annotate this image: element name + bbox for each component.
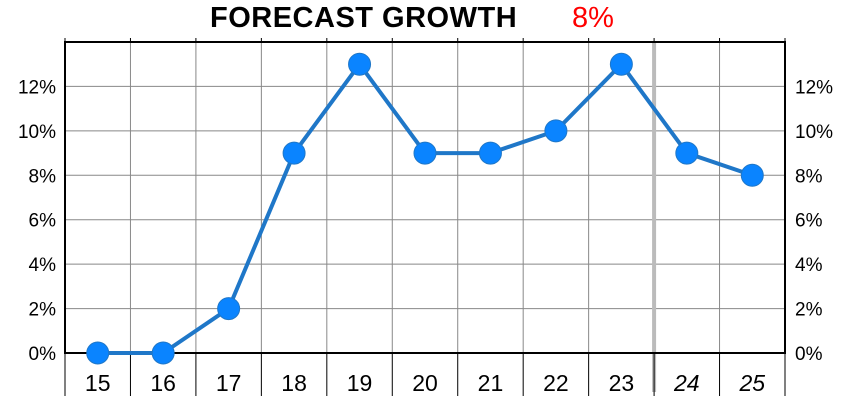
data-point — [413, 141, 437, 165]
x-tick-label: 19 — [347, 370, 373, 396]
chart-header: FORECAST GROWTH 8% — [0, 0, 848, 36]
y-tick-label-left: 6% — [29, 211, 57, 232]
x-tick-label: 24 — [673, 370, 700, 396]
data-point — [217, 297, 241, 321]
y-tick-label-left: 10% — [18, 122, 56, 143]
y-tick-label-right: 0% — [795, 344, 823, 365]
y-tick-label-right: 10% — [795, 122, 833, 143]
x-tick-label: 16 — [150, 370, 176, 396]
data-point — [282, 141, 306, 165]
data-point — [675, 141, 699, 165]
x-tick-label: 21 — [478, 370, 504, 396]
chart-title: FORECAST GROWTH — [210, 2, 518, 34]
chart-title-value: 8% — [572, 2, 614, 34]
x-tick-label: 25 — [738, 370, 765, 396]
x-tick-label: 18 — [281, 370, 307, 396]
y-tick-label-left: 2% — [29, 300, 57, 321]
y-tick-label-left: 4% — [29, 255, 57, 276]
y-tick-label-left: 12% — [18, 77, 56, 98]
x-tick-label: 15 — [85, 370, 111, 396]
data-point — [544, 119, 568, 143]
y-tick-label-left: 8% — [29, 166, 57, 187]
data-point — [478, 141, 502, 165]
x-tick-label: 23 — [609, 370, 635, 396]
y-tick-label-right: 4% — [795, 255, 823, 276]
y-tick-label-right: 12% — [795, 77, 833, 98]
x-tick-label: 20 — [412, 370, 438, 396]
x-tick-label: 22 — [543, 370, 569, 396]
data-point — [740, 163, 764, 187]
x-tick-label: 17 — [216, 370, 242, 396]
y-tick-label-right: 2% — [795, 300, 823, 321]
y-tick-label-left: 0% — [29, 344, 57, 365]
y-tick-label-right: 6% — [795, 211, 823, 232]
data-point — [609, 52, 633, 76]
plot-area-border — [64, 41, 786, 354]
y-tick-label-right: 8% — [795, 166, 823, 187]
data-point — [86, 341, 110, 365]
data-point — [348, 52, 372, 76]
data-point — [151, 341, 175, 365]
